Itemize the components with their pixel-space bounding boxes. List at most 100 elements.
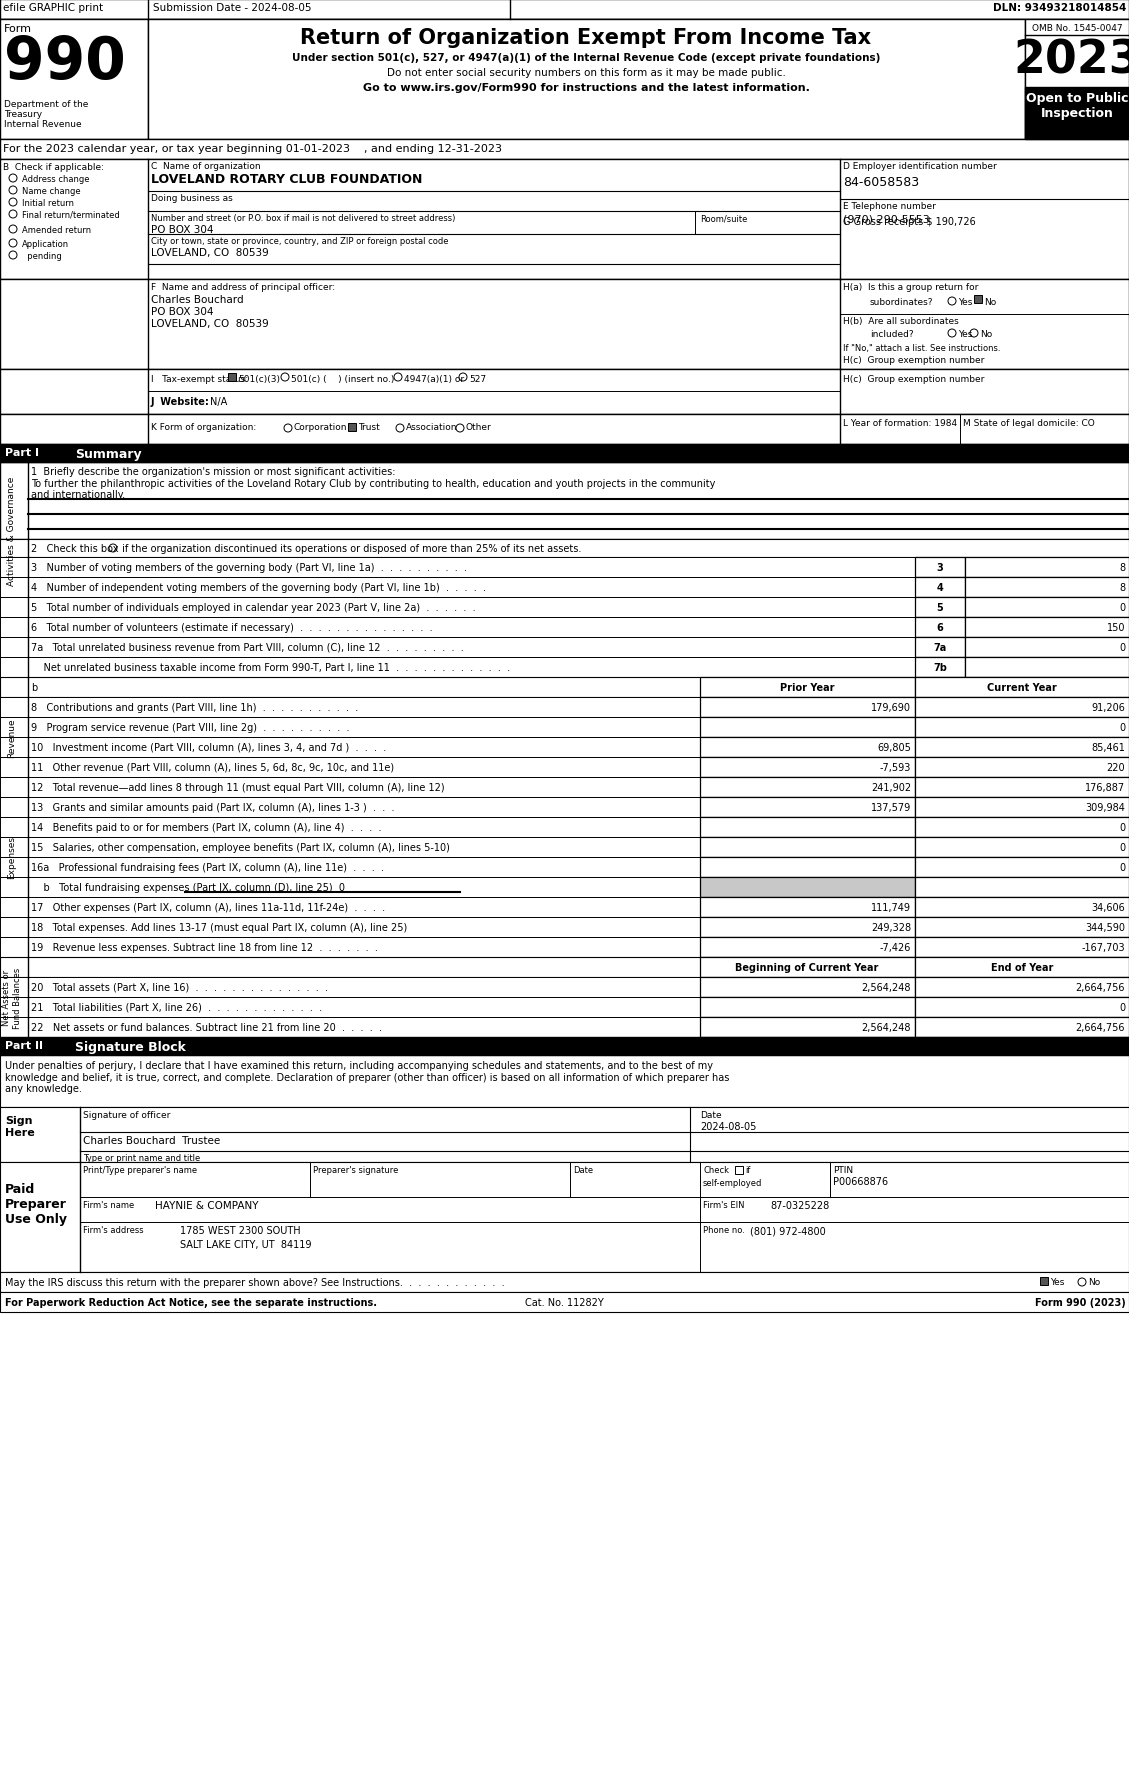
Text: 9   Program service revenue (Part VIII, line 2g)  .  .  .  .  .  .  .  .  .  .: 9 Program service revenue (Part VIII, li… [30,722,350,732]
Text: Form 990 (2023): Form 990 (2023) [1035,1297,1126,1308]
Bar [700,757,914,777]
Bar [914,818,1129,838]
Bar [974,296,982,303]
Text: 22   Net assets or fund balances. Subtract line 21 from line 20  .  .  .  .  .: 22 Net assets or fund balances. Subtract… [30,1023,382,1032]
Bar [700,777,914,798]
Bar [700,857,914,877]
Text: 990: 990 [5,34,125,91]
Text: Charles Bouchard: Charles Bouchard [151,294,244,305]
Text: Prior Year: Prior Year [780,683,834,693]
Text: 16a   Professional fundraising fees (Part IX, column (A), line 11e)  .  .  .  .: 16a Professional fundraising fees (Part … [30,862,384,873]
Text: Expenses: Expenses [8,836,17,879]
Bar [700,677,914,697]
Text: 241,902: 241,902 [870,782,911,793]
Bar [0,577,1129,597]
Text: OMB No. 1545-0047: OMB No. 1545-0047 [1032,23,1122,34]
Text: Yes: Yes [959,330,972,339]
Text: 11   Other revenue (Part VIII, column (A), lines 5, 6d, 8c, 9c, 10c, and 11e): 11 Other revenue (Part VIII, column (A),… [30,763,394,773]
Text: PO BOX 304: PO BOX 304 [151,225,213,235]
Bar [0,818,1129,838]
Bar [700,918,914,937]
Text: 87-0325228: 87-0325228 [770,1201,829,1210]
Text: L Year of formation: 1984: L Year of formation: 1984 [843,419,957,428]
Bar [914,658,965,677]
Text: Do not enter social security numbers on this form as it may be made public.: Do not enter social security numbers on … [386,68,786,78]
Text: To further the philanthropic activities of the Loveland Rotary Club by contribut: To further the philanthropic activities … [30,479,716,488]
Text: 84-6058583: 84-6058583 [843,176,919,189]
Bar [0,1272,1129,1292]
Bar [1025,87,1129,141]
Text: LOVELAND, CO  80539: LOVELAND, CO 80539 [151,248,269,258]
Bar [0,540,1129,558]
Text: Corporation: Corporation [294,422,348,431]
Text: Yes: Yes [1050,1278,1065,1287]
Bar [914,877,1129,898]
Bar [700,937,914,957]
Text: 501(c) (    ) (insert no.): 501(c) ( ) (insert no.) [291,374,394,383]
Text: -167,703: -167,703 [1082,943,1124,952]
Bar [0,446,1129,463]
Text: Return of Organization Exempt From Income Tax: Return of Organization Exempt From Incom… [300,29,872,48]
Bar [0,677,1129,697]
Text: 85,461: 85,461 [1091,743,1124,752]
Text: 8   Contributions and grants (Part VIII, line 1h)  .  .  .  .  .  .  .  .  .  . : 8 Contributions and grants (Part VIII, l… [30,702,358,713]
Text: 8: 8 [1119,583,1124,593]
Bar [0,1055,1129,1107]
Bar [0,718,1129,738]
Text: 2023: 2023 [1013,37,1129,84]
Text: May the IRS discuss this return with the preparer shown above? See Instructions.: May the IRS discuss this return with the… [5,1278,505,1287]
Text: pending: pending [21,251,62,260]
Bar [700,818,914,838]
Text: 0: 0 [1119,843,1124,852]
Bar [965,658,1129,677]
Text: 0: 0 [1119,823,1124,832]
Bar [914,857,1129,877]
Text: PO BOX 304: PO BOX 304 [151,307,213,317]
Text: Name change: Name change [21,187,80,196]
Text: I   Tax-exempt status:: I Tax-exempt status: [151,374,248,383]
Text: Yes: Yes [959,298,972,307]
Text: b: b [30,683,37,693]
Text: LOVELAND ROTARY CLUB FOUNDATION: LOVELAND ROTARY CLUB FOUNDATION [151,173,422,185]
Text: Paid
Preparer
Use Only: Paid Preparer Use Only [5,1181,67,1226]
Text: J  Website:: J Website: [151,397,210,406]
Text: C  Name of organization: C Name of organization [151,162,261,171]
Bar [148,20,1025,141]
Bar [914,1018,1129,1037]
Text: 1  Briefly describe the organization's mission or most significant activities:: 1 Briefly describe the organization's mi… [30,467,395,478]
Text: 34,606: 34,606 [1092,902,1124,912]
Text: 3: 3 [937,563,944,572]
Text: Form: Form [5,23,32,34]
Bar [348,424,356,431]
Bar [914,937,1129,957]
Text: E Telephone number: E Telephone number [843,201,936,210]
Text: 3   Number of voting members of the governing body (Part VI, line 1a)  .  .  .  : 3 Number of voting members of the govern… [30,563,467,572]
Text: 2,564,248: 2,564,248 [861,1023,911,1032]
Text: Department of the: Department of the [5,100,88,109]
Text: -7,593: -7,593 [879,763,911,773]
Bar [1040,1278,1048,1285]
Bar [0,738,1129,757]
Text: No: No [984,298,996,307]
Bar [965,577,1129,597]
Bar [700,798,914,818]
Bar [0,857,1129,877]
Text: Current Year: Current Year [987,683,1057,693]
Text: Preparer's signature: Preparer's signature [313,1165,399,1174]
Text: Sign
Here: Sign Here [5,1116,35,1137]
Bar [965,558,1129,577]
Bar [0,998,1129,1018]
Text: K Form of organization:: K Form of organization: [151,422,256,431]
Text: Trust: Trust [358,422,379,431]
Text: 2,564,248: 2,564,248 [861,982,911,993]
Text: 21   Total liabilities (Part X, line 26)  .  .  .  .  .  .  .  .  .  .  .  .  .: 21 Total liabilities (Part X, line 26) .… [30,1003,322,1012]
Bar [914,677,1129,697]
Text: Charles Bouchard  Trustee: Charles Bouchard Trustee [84,1135,220,1146]
Bar [0,20,148,141]
Text: Under penalties of perjury, I declare that I have examined this return, includin: Under penalties of perjury, I declare th… [5,1060,729,1094]
Text: 7a   Total unrelated business revenue from Part VIII, column (C), line 12  .  . : 7a Total unrelated business revenue from… [30,643,464,652]
Bar [914,757,1129,777]
Text: 0: 0 [1119,1003,1124,1012]
Text: H(c)  Group exemption number: H(c) Group exemption number [843,356,984,365]
Text: Amended return: Amended return [21,226,91,235]
